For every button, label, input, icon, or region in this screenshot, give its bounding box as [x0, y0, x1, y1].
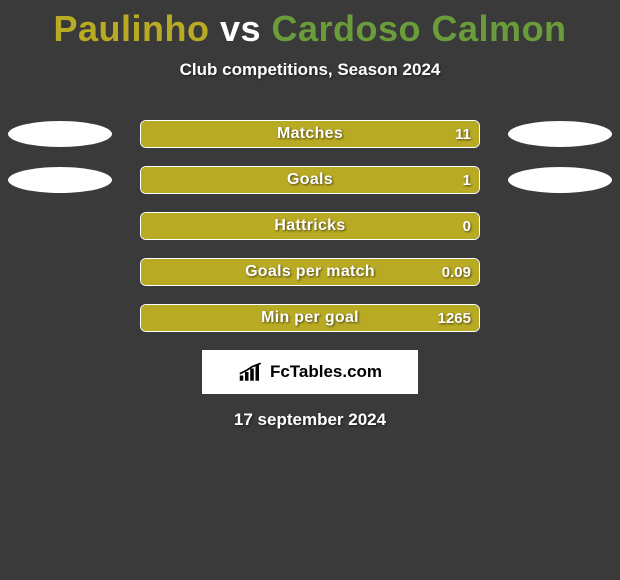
- player1-marker: [8, 167, 112, 193]
- stat-label: Hattricks: [141, 213, 479, 239]
- date-text: 17 september 2024: [0, 410, 620, 430]
- stat-label: Matches: [141, 121, 479, 147]
- stat-row: Goals1: [0, 166, 620, 194]
- chart-icon: [238, 361, 266, 383]
- stat-value: 0: [463, 213, 471, 239]
- subtitle: Club competitions, Season 2024: [0, 60, 620, 80]
- title-vs: vs: [220, 8, 261, 49]
- stat-row: Matches11: [0, 120, 620, 148]
- page-title: Paulinho vs Cardoso Calmon: [0, 0, 620, 50]
- stat-bar: Matches11: [140, 120, 480, 148]
- stat-label: Min per goal: [141, 305, 479, 331]
- stat-row: Min per goal1265: [0, 304, 620, 332]
- player2-marker: [508, 121, 612, 147]
- brand-logo: FcTables.com: [202, 350, 418, 394]
- stat-value: 1265: [438, 305, 471, 331]
- stat-value: 11: [455, 121, 471, 147]
- stat-bar: Min per goal1265: [140, 304, 480, 332]
- stat-bar: Goals per match0.09: [140, 258, 480, 286]
- stat-value: 1: [463, 167, 471, 193]
- player2-marker: [508, 167, 612, 193]
- stat-value: 0.09: [442, 259, 471, 285]
- stat-bar: Hattricks0: [140, 212, 480, 240]
- stat-rows: Matches11 Goals1 Hattricks0 Goals per match…: [0, 120, 620, 332]
- stat-label: Goals per match: [141, 259, 479, 285]
- brand-text: FcTables.com: [270, 362, 382, 382]
- title-player2: Cardoso Calmon: [272, 8, 567, 49]
- stat-bar: Goals1: [140, 166, 480, 194]
- stat-row: Hattricks0: [0, 212, 620, 240]
- stat-row: Goals per match0.09: [0, 258, 620, 286]
- stat-label: Goals: [141, 167, 479, 193]
- player1-marker: [8, 121, 112, 147]
- title-player1: Paulinho: [53, 8, 209, 49]
